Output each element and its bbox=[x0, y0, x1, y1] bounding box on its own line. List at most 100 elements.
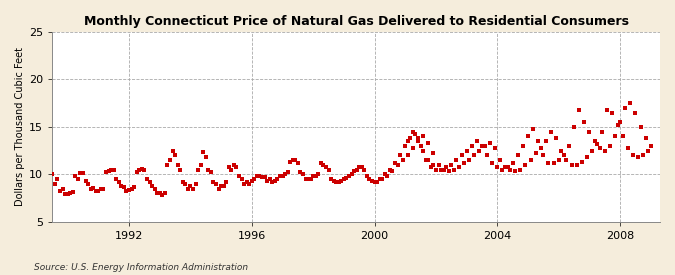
Point bbox=[229, 163, 240, 167]
Point bbox=[351, 167, 362, 172]
Point bbox=[495, 158, 506, 162]
Point bbox=[441, 164, 452, 169]
Point bbox=[59, 192, 70, 196]
Point bbox=[333, 180, 344, 184]
Point bbox=[641, 136, 651, 141]
Point bbox=[344, 174, 354, 178]
Point bbox=[364, 177, 375, 181]
Point bbox=[497, 167, 508, 172]
Point bbox=[571, 163, 582, 167]
Point bbox=[489, 145, 500, 150]
Point bbox=[418, 134, 429, 139]
Point bbox=[198, 150, 209, 155]
Point bbox=[300, 177, 311, 181]
Point bbox=[165, 158, 176, 162]
Point bbox=[290, 158, 300, 162]
Point bbox=[602, 108, 613, 112]
Point bbox=[482, 153, 493, 158]
Point bbox=[272, 177, 283, 181]
Point bbox=[612, 123, 623, 127]
Point bbox=[610, 134, 620, 139]
Point bbox=[265, 177, 275, 181]
Point bbox=[200, 155, 211, 160]
Point bbox=[428, 163, 439, 167]
Point bbox=[88, 185, 99, 190]
Point bbox=[142, 177, 153, 181]
Point bbox=[167, 148, 178, 153]
Point bbox=[234, 174, 244, 178]
Point bbox=[83, 182, 94, 186]
Point bbox=[592, 142, 603, 146]
Point bbox=[599, 148, 610, 153]
Point bbox=[500, 164, 510, 169]
Point bbox=[249, 177, 260, 181]
Point bbox=[185, 183, 196, 188]
Point bbox=[630, 110, 641, 115]
Point bbox=[180, 182, 191, 186]
Point bbox=[188, 186, 198, 191]
Point bbox=[379, 172, 390, 177]
Point bbox=[558, 153, 569, 158]
Point bbox=[435, 167, 446, 172]
Point bbox=[213, 186, 224, 191]
Point bbox=[244, 182, 254, 186]
Point bbox=[515, 167, 526, 172]
Point bbox=[461, 148, 472, 153]
Point bbox=[405, 136, 416, 141]
Point bbox=[157, 193, 167, 197]
Point bbox=[246, 179, 257, 183]
Point bbox=[395, 153, 406, 158]
Point bbox=[581, 155, 592, 160]
Point bbox=[136, 166, 147, 171]
Point bbox=[62, 192, 73, 196]
Point bbox=[126, 186, 137, 191]
Point bbox=[421, 158, 431, 162]
Point bbox=[172, 163, 183, 167]
Point bbox=[502, 164, 513, 169]
Point bbox=[375, 177, 385, 181]
Point bbox=[356, 164, 367, 169]
Point bbox=[275, 174, 286, 178]
Point bbox=[584, 129, 595, 134]
Point bbox=[146, 183, 157, 188]
Point bbox=[607, 110, 618, 115]
Point bbox=[106, 167, 117, 172]
Point bbox=[402, 139, 413, 143]
Point bbox=[387, 169, 398, 174]
Point bbox=[428, 151, 439, 156]
Point bbox=[382, 174, 393, 178]
Point bbox=[531, 151, 541, 156]
Point bbox=[518, 144, 529, 148]
Point bbox=[477, 144, 487, 148]
Point bbox=[408, 145, 418, 150]
Point bbox=[597, 129, 608, 134]
Point bbox=[346, 172, 357, 177]
Point bbox=[47, 172, 58, 177]
Point bbox=[587, 148, 597, 153]
Point bbox=[456, 153, 467, 158]
Point bbox=[362, 174, 373, 178]
Point bbox=[377, 177, 387, 181]
Point bbox=[129, 185, 140, 189]
Point bbox=[103, 169, 114, 174]
Point bbox=[431, 167, 441, 172]
Point bbox=[349, 169, 360, 174]
Point bbox=[85, 186, 96, 191]
Point bbox=[70, 174, 81, 178]
Point bbox=[39, 174, 50, 178]
Point bbox=[302, 177, 313, 181]
Point bbox=[65, 191, 76, 196]
Point bbox=[152, 191, 163, 196]
Point bbox=[45, 171, 55, 175]
Point bbox=[566, 163, 577, 167]
Point bbox=[464, 158, 475, 162]
Point bbox=[605, 144, 616, 148]
Point bbox=[505, 167, 516, 172]
Point bbox=[425, 164, 436, 169]
Point bbox=[116, 183, 127, 188]
Point bbox=[252, 174, 263, 178]
Point bbox=[285, 160, 296, 164]
Point bbox=[139, 167, 150, 172]
Point bbox=[132, 170, 142, 175]
Point bbox=[259, 175, 270, 179]
